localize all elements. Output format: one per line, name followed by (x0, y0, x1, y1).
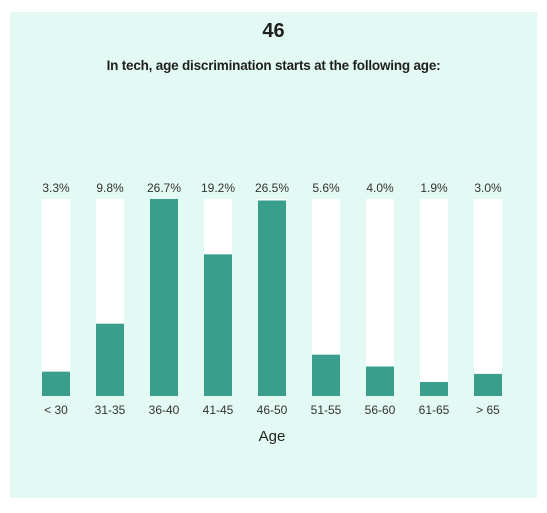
data-label: 1.9% (420, 181, 448, 195)
bar-< 30 (42, 371, 70, 396)
category-label: < 30 (44, 403, 68, 417)
bar-track (42, 199, 70, 396)
bar-56-60 (366, 366, 394, 396)
category-label: 41-45 (203, 403, 234, 417)
bar-51-55 (312, 354, 340, 396)
chart-title: In tech, age discrimination starts at th… (106, 58, 441, 73)
category-label: 31-35 (95, 403, 126, 417)
data-label: 4.0% (366, 181, 394, 195)
data-label: 3.3% (42, 181, 70, 195)
data-label: 26.7% (147, 181, 181, 195)
category-label: > 65 (476, 403, 500, 417)
bar-31-35 (96, 323, 124, 396)
bar-36-40 (150, 199, 178, 396)
bar-track (420, 199, 448, 396)
data-label: 9.8% (96, 181, 124, 195)
x-axis-label: Age (259, 428, 286, 445)
chart-number: 46 (262, 20, 285, 42)
bar-41-45 (204, 254, 232, 396)
bar-track (366, 199, 394, 396)
category-label: 36-40 (149, 403, 180, 417)
bar-track (474, 199, 502, 396)
data-label: 5.6% (312, 181, 340, 195)
bar-46-50 (258, 200, 286, 396)
bar-61-65 (420, 381, 448, 396)
data-label: 3.0% (474, 181, 502, 195)
category-label: 61-65 (419, 403, 450, 417)
data-label: 19.2% (201, 181, 235, 195)
data-label: 26.5% (255, 181, 289, 195)
category-label: 56-60 (365, 403, 396, 417)
category-label: 46-50 (257, 403, 288, 417)
category-label: 51-55 (311, 403, 342, 417)
bar-> 65 (474, 373, 502, 396)
